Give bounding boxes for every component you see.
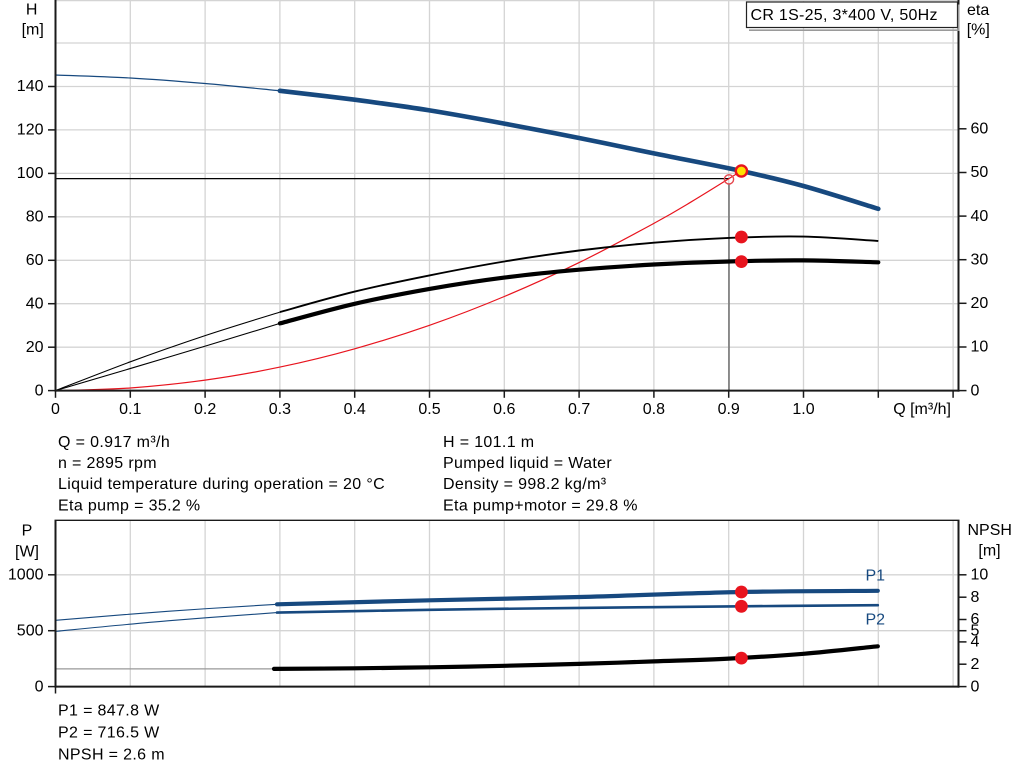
svg-text:0.7: 0.7 xyxy=(568,401,590,418)
svg-text:Liquid temperature during oper: Liquid temperature during operation = 20… xyxy=(58,476,385,493)
svg-text:30: 30 xyxy=(971,251,989,268)
svg-text:NPSH = 2.6 m: NPSH = 2.6 m xyxy=(58,746,165,763)
svg-text:100: 100 xyxy=(17,165,44,182)
svg-text:1000: 1000 xyxy=(8,567,44,584)
svg-text:0: 0 xyxy=(971,678,980,695)
svg-text:[m]: [m] xyxy=(978,543,1000,560)
svg-text:H = 101.1 m: H = 101.1 m xyxy=(443,434,534,451)
svg-text:P1: P1 xyxy=(866,568,886,585)
svg-text:0.4: 0.4 xyxy=(344,401,366,418)
svg-text:Eta pump = 35.2 %: Eta pump = 35.2 % xyxy=(58,497,200,514)
svg-text:Pumped liquid = Water: Pumped liquid = Water xyxy=(443,455,612,472)
svg-text:0.8: 0.8 xyxy=(643,401,665,418)
svg-text:50: 50 xyxy=(971,164,989,181)
svg-text:P1 = 847.8 W: P1 = 847.8 W xyxy=(58,703,160,720)
svg-text:80: 80 xyxy=(26,209,44,226)
svg-text:P: P xyxy=(22,523,33,540)
svg-text:0: 0 xyxy=(51,401,60,418)
svg-text:6: 6 xyxy=(971,611,980,628)
svg-text:4: 4 xyxy=(971,634,980,651)
svg-text:0.9: 0.9 xyxy=(718,401,740,418)
svg-text:Eta pump+motor = 29.8 %: Eta pump+motor = 29.8 % xyxy=(443,497,638,514)
svg-text:0.3: 0.3 xyxy=(269,401,291,418)
svg-text:0.1: 0.1 xyxy=(119,401,141,418)
svg-text:[%]: [%] xyxy=(967,22,990,39)
svg-text:40: 40 xyxy=(26,295,44,312)
svg-text:P2: P2 xyxy=(866,612,886,629)
svg-text:140: 140 xyxy=(17,78,44,95)
svg-text:[W]: [W] xyxy=(15,544,39,561)
svg-text:10: 10 xyxy=(971,339,989,356)
svg-text:CR 1S-25, 3*400 V, 50Hz: CR 1S-25, 3*400 V, 50Hz xyxy=(751,7,938,24)
svg-text:40: 40 xyxy=(971,208,989,225)
svg-text:10: 10 xyxy=(971,567,989,584)
svg-text:120: 120 xyxy=(17,122,44,139)
svg-text:60: 60 xyxy=(971,121,989,138)
svg-text:2: 2 xyxy=(971,656,980,673)
svg-text:20: 20 xyxy=(971,295,989,312)
svg-text:H: H xyxy=(26,2,38,19)
svg-text:0: 0 xyxy=(35,678,44,695)
svg-text:0.6: 0.6 xyxy=(493,401,515,418)
svg-text:500: 500 xyxy=(17,622,44,639)
svg-text:eta: eta xyxy=(967,2,989,19)
svg-text:NPSH: NPSH xyxy=(968,522,1012,539)
svg-text:P2 = 716.5 W: P2 = 716.5 W xyxy=(58,724,160,741)
svg-text:Q [m³/h]: Q [m³/h] xyxy=(893,401,951,418)
svg-text:20: 20 xyxy=(26,339,44,356)
svg-text:0.5: 0.5 xyxy=(418,401,440,418)
svg-text:[m]: [m] xyxy=(22,22,44,39)
svg-text:n = 2895 rpm: n = 2895 rpm xyxy=(58,455,157,472)
svg-text:0: 0 xyxy=(35,382,44,399)
svg-text:0: 0 xyxy=(971,382,980,399)
svg-text:60: 60 xyxy=(26,252,44,269)
svg-text:Density = 998.2 kg/m³: Density = 998.2 kg/m³ xyxy=(443,476,607,493)
svg-text:1.0: 1.0 xyxy=(792,401,814,418)
svg-text:5: 5 xyxy=(971,622,980,639)
svg-text:Q = 0.917 m³/h: Q = 0.917 m³/h xyxy=(58,434,170,451)
svg-text:8: 8 xyxy=(971,589,980,606)
svg-text:0.2: 0.2 xyxy=(194,401,216,418)
